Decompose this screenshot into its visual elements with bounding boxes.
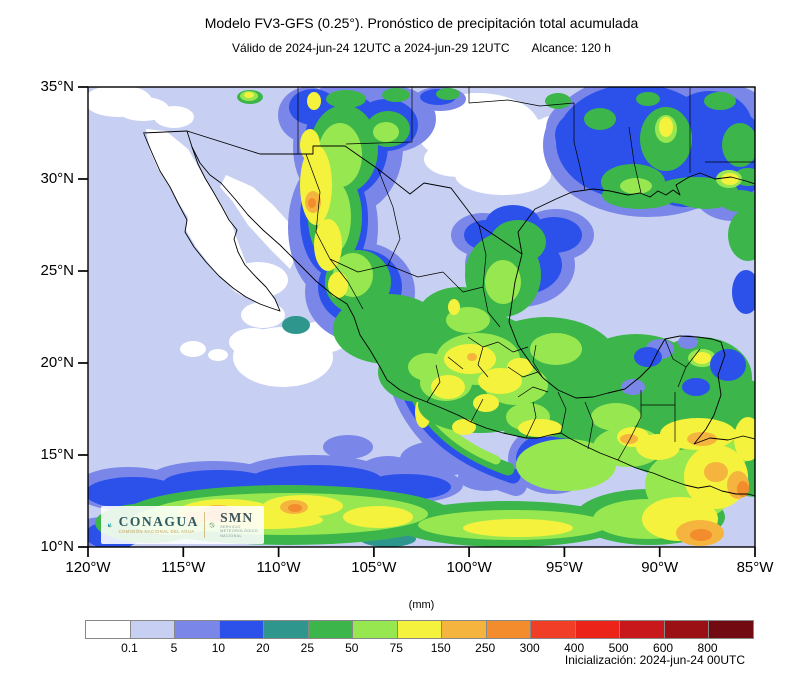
- lat-tick-label: 15°N: [40, 446, 74, 463]
- colorbar-tick-label: 0.1: [121, 641, 138, 655]
- colorbar-cell: [620, 621, 665, 638]
- state-borders: [297, 87, 755, 461]
- precip-accents: [621, 270, 755, 396]
- page-title: Modelo FV3-GFS (0.25°). Pronóstico de pr…: [204, 15, 639, 31]
- initialization-text: Inicialización: 2024-jun-24 00UTC: [564, 653, 745, 667]
- lon-tick-label: 115°W: [161, 559, 206, 576]
- lon-tick-label: 85°W: [736, 559, 774, 576]
- colorbar-cell: [130, 621, 176, 638]
- colorbar-cell: [308, 621, 354, 638]
- colorbar-cell: [486, 621, 532, 638]
- smn-name: SMN: [220, 510, 254, 526]
- colorbar-tick-label: 5: [170, 641, 178, 655]
- smn-logo-text: SMN SERVICIO METEOROLÓGICO NACIONAL: [220, 511, 258, 538]
- colorbar-tick-label: 75: [389, 641, 403, 655]
- colorbar-cell: [264, 621, 309, 638]
- lon-tick-label: 95°W: [546, 559, 583, 576]
- colorbar-cell: [575, 621, 621, 638]
- forecast-length-text: Alcance: 120 h: [531, 41, 611, 55]
- colorbar-cell: [664, 621, 710, 638]
- colorbar-tick-label: 300: [519, 641, 540, 655]
- colorbar-tick-label: 800: [697, 641, 718, 655]
- conagua-subtext: COMISIÓN NACIONAL DEL AGUA: [118, 529, 195, 535]
- lon-tick-label: 120°W: [65, 559, 111, 576]
- colorbar-cell: [442, 621, 487, 638]
- lon-tick-label: 100°W: [446, 559, 492, 576]
- colorbar-tick-label: 500: [608, 641, 629, 655]
- conagua-logo-text: CONAGUA COMISIÓN NACIONAL DEL AGUA: [119, 515, 199, 534]
- colorbar-cell: [353, 621, 398, 638]
- valid-range-text: Válido de 2024-jun-24 12UTC a 2024-jun-2…: [232, 41, 510, 55]
- colorbar: [85, 620, 754, 639]
- smn-subtext-2: METEOROLÓGICO: [220, 529, 259, 534]
- smn-subtext-1: SERVICIO: [220, 524, 241, 529]
- map-frame: [87, 86, 756, 548]
- lon-tick-label: 105°W: [351, 559, 397, 576]
- lon-tick-label: 110°W: [256, 559, 301, 576]
- lat-tick-label: 20°N: [40, 354, 74, 371]
- colorbar-cell: [531, 621, 576, 638]
- lat-tick-label: 10°N: [40, 538, 74, 555]
- colorbar-tick-label: 250: [475, 641, 496, 655]
- lon-tick-label: 90°W: [641, 559, 679, 576]
- conagua-name: CONAGUA: [118, 514, 199, 530]
- conagua-logo-icon: [107, 522, 113, 528]
- agency-logos: CONAGUA COMISIÓN NACIONAL DEL AGUA SMN S…: [101, 506, 264, 544]
- colorbar-tick-label: 600: [653, 641, 674, 655]
- colorbar-tick-label: 20: [256, 641, 270, 655]
- page-subtitle: Válido de 2024-jun-24 12UTC a 2024-jun-2…: [88, 41, 755, 55]
- lat-tick-label: 25°N: [40, 262, 74, 279]
- smn-logo-icon: [209, 522, 215, 528]
- colorbar-cell: [219, 621, 265, 638]
- colorbar-cell: [709, 621, 753, 638]
- colorbar-unit-label: (mm): [408, 599, 435, 611]
- colorbar-cell: [397, 621, 443, 638]
- colorbar-tick-label: 150: [430, 641, 451, 655]
- axis-ticks: [78, 86, 756, 557]
- colorbar-cell: [86, 621, 131, 638]
- lat-tick-label: 30°N: [40, 170, 74, 187]
- lat-tick-label: 35°N: [40, 78, 74, 95]
- colorbar-tick-label: 10: [211, 641, 226, 655]
- colorbar-tick-label: 400: [564, 641, 585, 655]
- smn-subtext-3: NACIONAL: [220, 534, 242, 539]
- colorbar-tick-label: 25: [300, 641, 314, 655]
- colorbar-tick-label: 50: [345, 641, 359, 655]
- precip-contours: [88, 87, 755, 547]
- colorbar-cell: [175, 621, 220, 638]
